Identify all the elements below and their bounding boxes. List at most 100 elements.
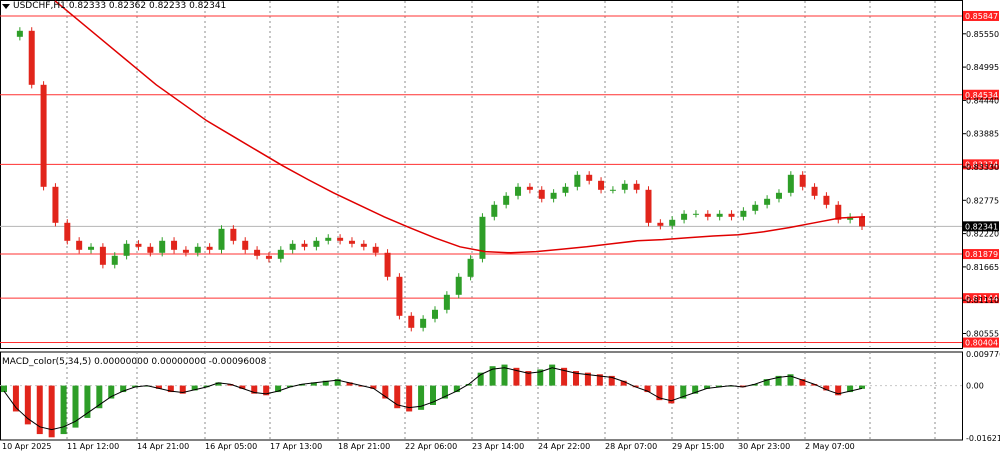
symbol-name: USDCHF,H1 [13,1,66,11]
candles [16,27,865,332]
candle-body [159,240,166,253]
macd-bar [24,385,31,425]
macd-bar [346,382,353,386]
macd-bar [1,385,7,393]
candle-body [598,180,605,190]
candle-body [538,189,545,199]
candle-body [52,186,59,223]
level-price-label: 0.83374 [965,160,998,169]
candle-body [823,195,830,205]
candle-body [859,216,865,227]
candle-body [835,204,842,220]
axes: 10 Apr 2025 11 Apr 12:00 14 Apr 21:00 16 Ap… [2,30,1000,451]
macd-bar [298,383,305,386]
time-axis-label: 17 Apr 13:00 [270,442,322,451]
macd-bar [656,385,663,401]
candle-body [574,174,581,187]
macd-bar [680,385,687,399]
candle-body [764,198,771,205]
time-axis-label: 30 Apr 23:00 [738,442,790,451]
macd-bar [477,372,484,386]
candle-body [408,315,415,328]
time-axis-label: 14 Apr 21:00 [137,442,189,451]
macd-bar [584,372,591,386]
macd-bar [763,379,770,386]
candle-body [348,240,355,244]
macd-histogram [0,364,962,438]
price-axis-label: 0.85550 [966,30,999,39]
triangle-down-icon[interactable] [2,3,10,9]
time-axis-label: 2 May 07:00 [805,442,855,451]
candle-body [277,249,284,259]
macd-bar [84,385,91,418]
candle-body [147,246,154,253]
macd-bar [608,375,615,386]
candle-body [550,192,557,199]
macd-bar [835,385,842,396]
candle-body [265,255,272,259]
macd-bar [549,364,556,386]
macd-bar [453,385,460,393]
candle-body [135,243,142,247]
price-axis-label: 0.83330 [966,163,999,172]
time-axis-label: 29 Apr 15:00 [672,442,724,451]
macd-bar [787,374,794,386]
macd-bar [72,385,79,428]
macd-bar [275,385,282,393]
macd-bar [644,385,651,393]
candle-body [740,210,747,217]
candle-body [432,309,438,319]
macd-bar [382,385,389,399]
level-price-label-bg [963,10,999,21]
macd-bar [287,385,293,388]
current-price-label: 0.82341 [965,222,998,231]
candle-body [645,189,652,223]
macd-bar [263,385,270,396]
macd-bar [847,385,854,393]
candle-body [609,189,616,191]
candle-body [681,213,688,220]
candle-body [301,243,308,247]
macd-bar [513,367,520,386]
macd-bar [310,382,317,386]
level-price-label: 0.85847 [965,12,998,21]
candle-body [491,204,498,217]
macd-bar [823,385,830,391]
candle-body [313,240,320,247]
macd-bar [227,383,234,386]
macd-bar [775,375,782,386]
candle-body [479,216,486,259]
macd-bar [573,371,579,386]
candle-body [218,228,225,250]
candle-body [728,213,735,217]
macd-bar [418,385,425,410]
macd-bar [96,385,103,409]
candle-body [633,183,640,190]
price-axis-label: 0.82775 [966,196,999,205]
level-lines[interactable]: 0.85847 0.84534 0.83374 0.81879 0.81144 0.804… [0,10,999,348]
macd-axis-label: 0.0097764 [966,350,1000,359]
price-axis-label: 0.82220 [966,230,999,239]
price-axis-label: 0.81110 [966,296,999,305]
candle-body [669,219,676,226]
macd-bar [751,383,758,386]
candle-body [372,246,379,253]
candle-body [88,246,95,250]
macd-bar [525,371,532,386]
candle-body [787,174,794,193]
candle-body [420,318,427,328]
macd-signal-line [3,367,863,431]
macd-bar [430,385,436,405]
level-price-label: 0.84534 [965,91,998,100]
time-axis-label: 18 Apr 21:00 [338,442,390,451]
candle-body [455,276,462,295]
macd-bar [203,385,210,388]
macd-bar [668,385,675,404]
macd-bar [239,385,246,389]
macd-axis-label: -0.0162133 [966,434,1000,443]
moving-average-line [54,0,866,254]
candle-body [123,243,130,256]
candle-body [704,213,711,217]
